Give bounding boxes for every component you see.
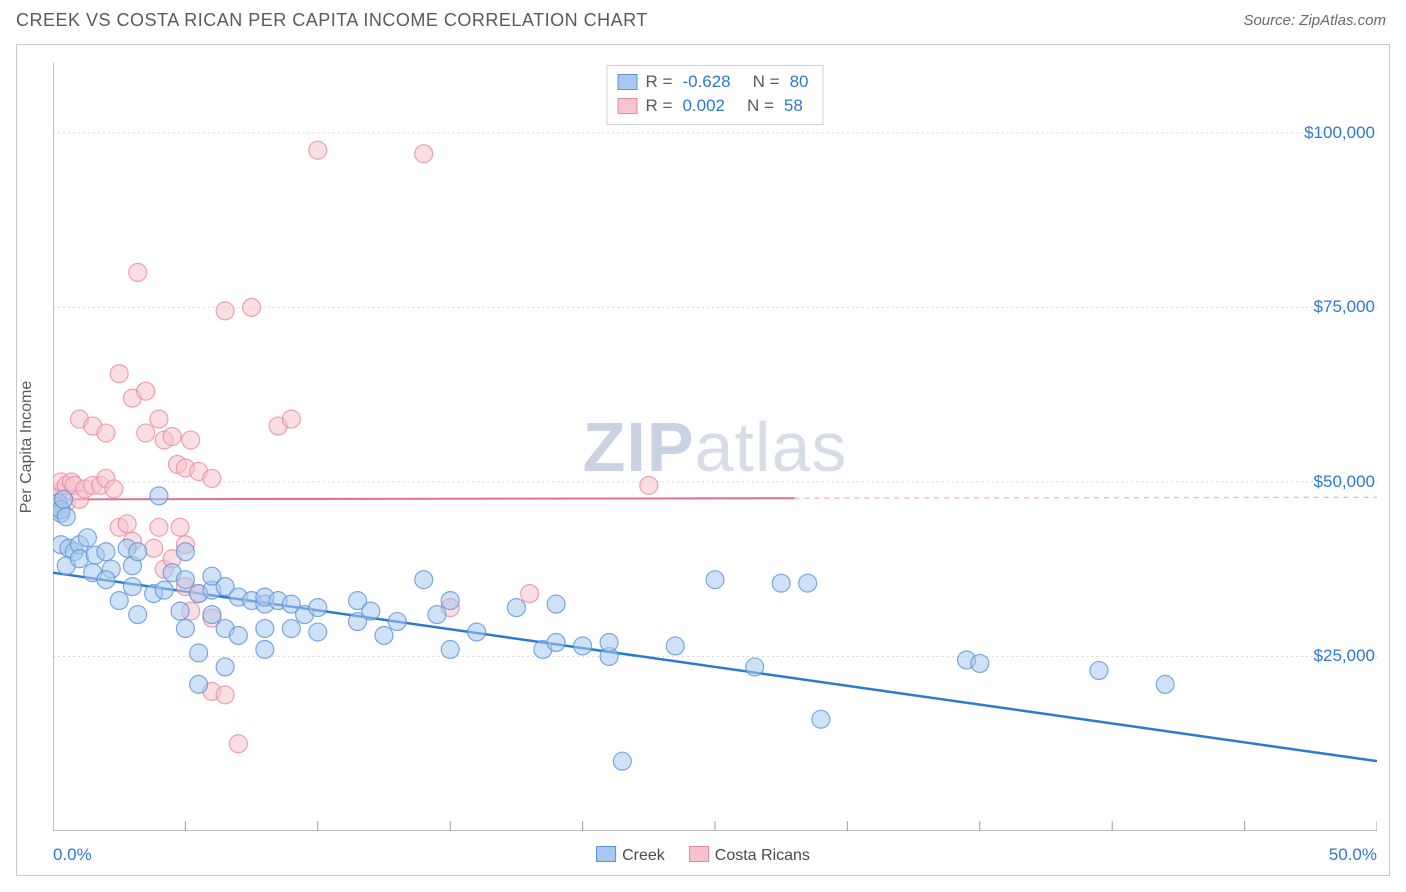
series-legend: Creek Costa Ricans [596, 846, 810, 865]
y-tick-label: $75,000 [1314, 297, 1375, 317]
y-tick-label: $25,000 [1314, 646, 1375, 666]
legend-row: R = -0.628 N = 80 [618, 70, 809, 94]
x-max-label: 50.0% [1329, 845, 1377, 865]
scatter-plot [53, 63, 1377, 831]
plot-area: Per Capita Income ZIPatlas R =-0.628N =8… [53, 63, 1377, 831]
legend-row: R = 0.002 N = 58 [618, 94, 809, 118]
y-axis-label: Per Capita Income [18, 381, 36, 514]
legend-swatch [618, 98, 638, 114]
r-value: -0.628 [682, 70, 730, 94]
n-value: 80 [790, 70, 809, 94]
correlation-legend: R =-0.628N =80R =0.002N =58 [607, 65, 824, 125]
r-value: 0.002 [682, 94, 725, 118]
r-label: R = [646, 94, 673, 118]
n-value: 58 [784, 94, 803, 118]
legend-item: Costa Ricans [689, 846, 810, 865]
chart-title: CREEK VS COSTA RICAN PER CAPITA INCOME C… [16, 10, 648, 31]
chart-container: Per Capita Income ZIPatlas R =-0.628N =8… [16, 44, 1390, 876]
legend-swatch [618, 74, 638, 90]
x-min-label: 0.0% [53, 845, 92, 865]
legend-swatch [689, 846, 709, 862]
r-label: R = [646, 70, 673, 94]
n-label: N = [753, 70, 780, 94]
legend-item: Creek [596, 846, 665, 865]
n-label: N = [747, 94, 774, 118]
source-label: Source: ZipAtlas.com [1243, 12, 1386, 29]
legend-swatch [596, 846, 616, 862]
y-tick-label: $50,000 [1314, 472, 1375, 492]
y-tick-label: $100,000 [1304, 123, 1375, 143]
